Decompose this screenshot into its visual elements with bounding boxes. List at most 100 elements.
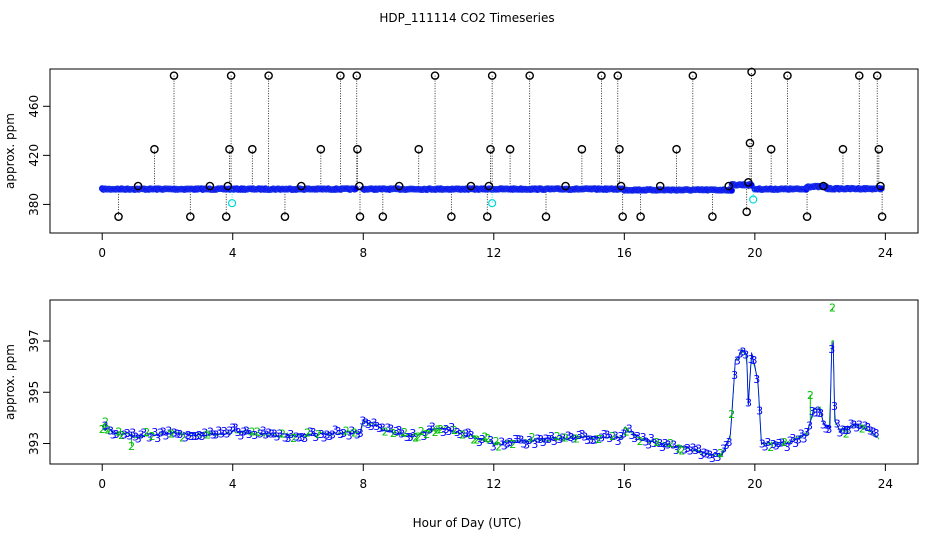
bottom-point-label-149: 3 [512, 433, 519, 446]
bottom-point-label-18: 2 [149, 430, 156, 443]
bottom-point-label-72: 3 [298, 431, 305, 444]
bottom-point-label-84: 3 [332, 424, 339, 437]
bottom-point-label-59: 3 [262, 429, 269, 442]
bottom-point-label-50: 3 [237, 429, 244, 442]
bottom-point-label-148: 2 [509, 438, 516, 451]
bottom-point-label-156: 3 [531, 438, 538, 451]
bottom-point-label-209: 2 [678, 445, 685, 458]
bottom-point-label-147: 3 [506, 436, 513, 449]
top-cyan-point-0 [227, 199, 237, 208]
bottom-xtick-label-1: 4 [229, 477, 237, 491]
bottom-point-label-250: 3 [792, 437, 799, 450]
chart-title: HDP_111114 CO2 Timeseries [379, 11, 554, 25]
bottom-point-label-135: 2 [473, 433, 480, 446]
bottom-point-label-81: 3 [323, 429, 330, 442]
bottom-point-label-228: 3 [731, 369, 738, 382]
top-outlier-point-47 [744, 178, 753, 187]
bottom-point-label-166: 3 [559, 432, 566, 445]
top-outlier-point-40 [636, 212, 645, 221]
top-outlier-point-58 [876, 181, 885, 191]
bottom-point-label-266: 3 [837, 426, 844, 439]
bottom-point-label-20: 3 [154, 432, 161, 445]
bottom-point-label-118: 3 [426, 424, 433, 437]
bottom-point-label-35: 3 [196, 429, 203, 442]
top-outlier-point-51 [783, 71, 792, 80]
top-outlier-point-1 [133, 181, 143, 191]
top-outlier-point-22 [414, 144, 424, 154]
bottom-point-label-244: 3 [776, 437, 783, 450]
bottom-point-label-112: 3 [409, 427, 416, 440]
bottom-point-label-83: 3 [329, 429, 336, 442]
bottom-point-label-71: 3 [296, 432, 303, 445]
bottom-point-label-162: 3 [548, 430, 555, 443]
bottom-point-label-257: 3 [812, 407, 819, 420]
top-outlier-point-53 [819, 181, 828, 191]
bottom-point-label-278: 3 [870, 426, 877, 439]
bottom-point-label-75: 3 [307, 426, 314, 439]
bottom-xtick-label-5: 20 [747, 477, 762, 491]
top-outlier-point-16 [352, 71, 362, 80]
bottom-point-label-110: 3 [404, 431, 411, 444]
top-outlier-point-23 [430, 71, 440, 80]
bottom-series-line-blue [102, 341, 878, 457]
bottom-point-label-277: 3 [867, 425, 874, 438]
bottom-point-label-205: 2 [667, 437, 674, 450]
bottom-point-label-24: 3 [165, 424, 172, 437]
bottom-point-label-6: 2 [115, 425, 122, 438]
bottom-point-label-246: 2 [781, 436, 788, 449]
bottom-point-label-230: 3 [737, 347, 744, 360]
top-outlier-point-52 [802, 212, 812, 221]
bottom-point-label-1: 3 [102, 419, 109, 432]
bottom-point-label-36: 3 [199, 430, 206, 443]
bottom-point-label-269: 3 [845, 424, 852, 437]
bottom-point-label-203: 3 [662, 437, 669, 450]
bottom-point-label-74: 2 [304, 427, 311, 440]
bottom-point-label-95: 3 [362, 417, 369, 430]
bottom-point-label-19: 3 [151, 426, 158, 439]
top-outlier-point-25 [466, 181, 476, 191]
bottom-point-label-211: 3 [684, 442, 691, 455]
bottom-point-label-17: 3 [146, 432, 153, 445]
bottom-point-label-88: 2 [343, 425, 350, 438]
bottom-point-label-8: 3 [121, 429, 128, 442]
top-xtick-label-6: 24 [878, 246, 893, 260]
bottom-point-label-229: 3 [734, 355, 741, 368]
top-outlier-point-31 [525, 71, 534, 80]
bottom-point-label-14: 3 [138, 429, 145, 442]
bottom-point-label-145: 3 [501, 440, 508, 453]
bottom-point-label-243: 3 [773, 440, 780, 453]
bottom-point-label-61: 3 [268, 427, 275, 440]
bottom-point-label-183: 3 [606, 432, 613, 445]
bottom-point-label-52: 3 [243, 425, 250, 438]
top-outlier-point-24 [447, 212, 456, 221]
bottom-point-label-235: 3 [751, 354, 758, 367]
bottom-point-label-5: 3 [113, 428, 120, 441]
bottom-point-label-2: 2 [104, 424, 111, 437]
bottom-point-label-214: 3 [692, 444, 699, 457]
bottom-point-label-105: 2 [390, 427, 397, 440]
bottom-point-label-113: 2 [412, 432, 419, 445]
bottom-point-label-199: 3 [651, 437, 658, 450]
bottom-point-label-273: 3 [856, 419, 863, 432]
bottom-green-label-1: 2 [128, 440, 135, 453]
top-outlier-point-48 [745, 138, 755, 148]
top-plot-frame [49, 68, 919, 234]
bottom-point-label-252: 3 [798, 427, 805, 440]
bottom-point-label-4: 3 [110, 429, 117, 442]
bottom-point-label-274: 2 [859, 423, 866, 436]
bottom-point-label-208: 2 [676, 443, 683, 456]
x-axis-label: Hour of Day (UTC) [413, 516, 522, 530]
bottom-point-label-197: 3 [645, 439, 652, 452]
bottom-point-label-245: 3 [778, 437, 785, 450]
top-ytick-label-0: 380 [27, 193, 41, 216]
bottom-point-label-114: 2 [415, 431, 422, 444]
top-outlier-point-17 [353, 144, 362, 154]
bottom-point-label-272: 3 [853, 421, 860, 434]
bottom-green-label-0: 2 [102, 416, 109, 429]
bottom-point-label-119: 3 [429, 420, 436, 433]
top-outlier-point-5 [205, 181, 215, 191]
bottom-point-label-275: 3 [862, 420, 869, 433]
bottom-point-label-9: 3 [124, 427, 131, 440]
top-outlier-point-29 [487, 71, 497, 80]
